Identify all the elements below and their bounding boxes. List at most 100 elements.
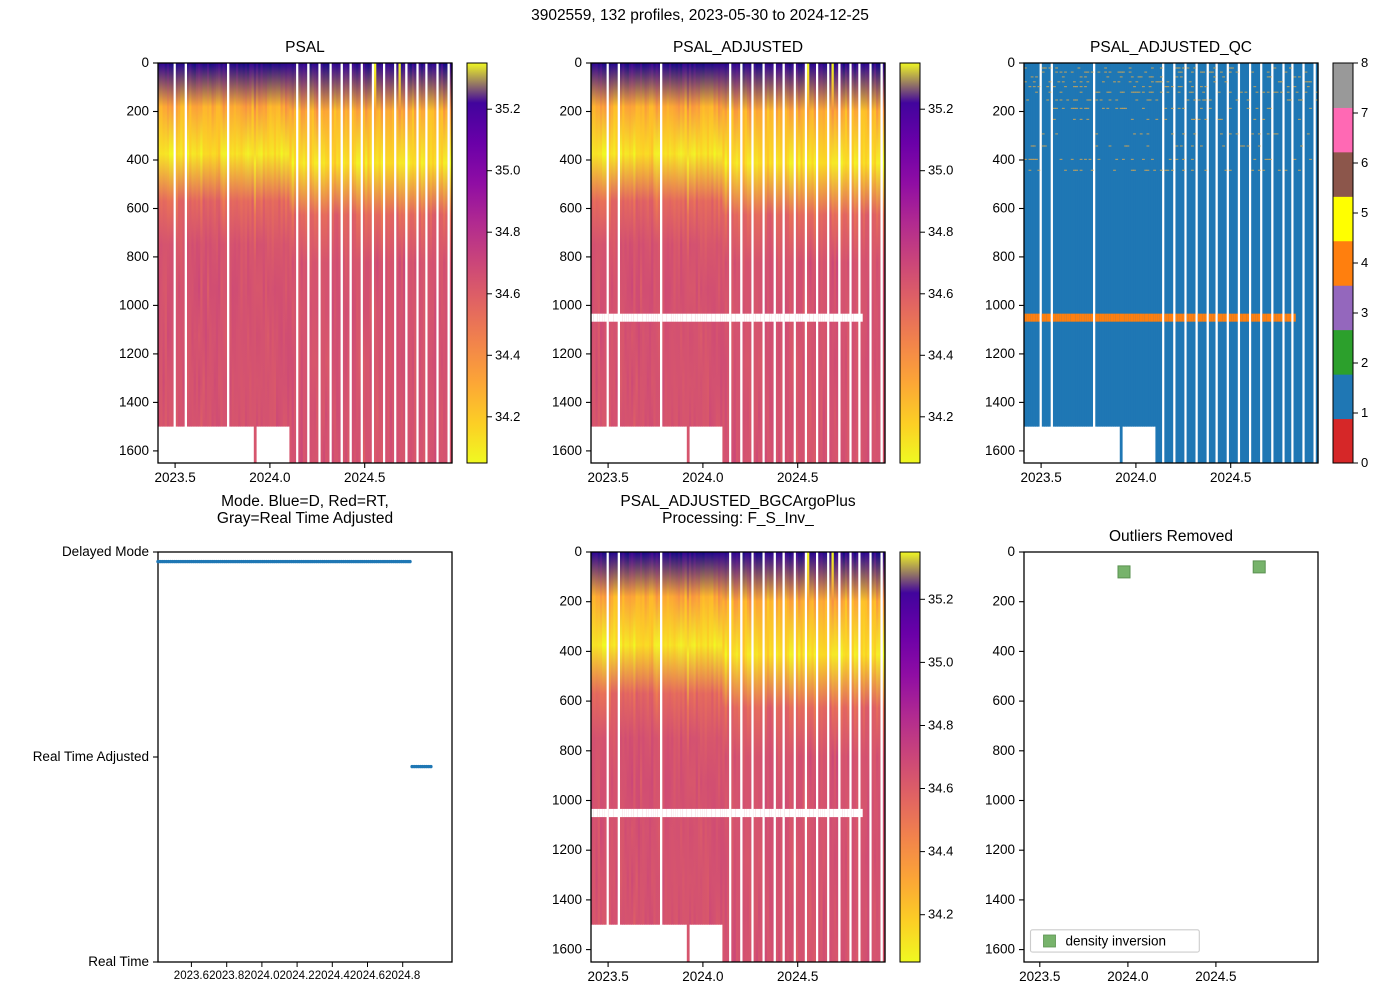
svg-text:600: 600 bbox=[559, 693, 582, 708]
svg-text:1400: 1400 bbox=[552, 892, 582, 907]
svg-text:2024.4: 2024.4 bbox=[315, 970, 351, 982]
svg-text:1200: 1200 bbox=[552, 346, 582, 361]
svg-text:34.8: 34.8 bbox=[495, 224, 520, 239]
svg-text:600: 600 bbox=[559, 201, 582, 216]
svg-text:0: 0 bbox=[574, 55, 582, 70]
svg-text:2024.5: 2024.5 bbox=[1210, 470, 1251, 485]
svg-text:35.0: 35.0 bbox=[495, 163, 520, 178]
svg-text:34.8: 34.8 bbox=[928, 718, 953, 733]
svg-text:800: 800 bbox=[559, 743, 582, 758]
svg-text:1000: 1000 bbox=[985, 297, 1015, 312]
svg-text:35.0: 35.0 bbox=[928, 654, 953, 669]
svg-text:4: 4 bbox=[1361, 255, 1368, 270]
svg-text:2024.5: 2024.5 bbox=[344, 470, 385, 485]
svg-text:1400: 1400 bbox=[985, 892, 1015, 907]
svg-text:Gray=Real Time Adjusted: Gray=Real Time Adjusted bbox=[217, 510, 393, 527]
svg-text:density inversion: density inversion bbox=[1066, 934, 1167, 949]
svg-text:2024.0: 2024.0 bbox=[682, 969, 723, 984]
svg-text:200: 200 bbox=[992, 104, 1015, 119]
svg-text:34.4: 34.4 bbox=[495, 347, 520, 362]
svg-text:Outliers Removed: Outliers Removed bbox=[1109, 528, 1233, 545]
svg-text:0: 0 bbox=[1361, 455, 1368, 470]
svg-text:200: 200 bbox=[559, 104, 582, 119]
svg-text:35.2: 35.2 bbox=[495, 101, 520, 116]
svg-text:1400: 1400 bbox=[985, 394, 1015, 409]
svg-text:3: 3 bbox=[1361, 305, 1368, 320]
svg-text:34.6: 34.6 bbox=[495, 286, 520, 301]
svg-text:1400: 1400 bbox=[552, 394, 582, 409]
svg-text:0: 0 bbox=[574, 544, 582, 559]
svg-text:1000: 1000 bbox=[985, 793, 1015, 808]
svg-text:600: 600 bbox=[992, 693, 1015, 708]
svg-text:400: 400 bbox=[559, 152, 582, 167]
svg-text:800: 800 bbox=[992, 743, 1015, 758]
svg-text:0: 0 bbox=[1007, 544, 1015, 559]
svg-text:PSAL_ADJUSTED_BGCArgoPlus: PSAL_ADJUSTED_BGCArgoPlus bbox=[620, 493, 855, 510]
svg-text:2024.0: 2024.0 bbox=[244, 970, 279, 982]
svg-text:6: 6 bbox=[1361, 155, 1368, 170]
svg-text:0: 0 bbox=[1007, 55, 1015, 70]
svg-text:1200: 1200 bbox=[119, 346, 149, 361]
svg-text:Mode. Blue=D, Red=RT,: Mode. Blue=D, Red=RT, bbox=[221, 493, 389, 510]
svg-text:2023.8: 2023.8 bbox=[209, 970, 244, 982]
svg-text:1200: 1200 bbox=[985, 842, 1015, 857]
svg-text:2023.5: 2023.5 bbox=[587, 969, 628, 984]
svg-text:7: 7 bbox=[1361, 105, 1368, 120]
svg-text:34.4: 34.4 bbox=[928, 844, 953, 859]
svg-text:PSAL_ADJUSTED: PSAL_ADJUSTED bbox=[673, 39, 803, 56]
svg-text:1000: 1000 bbox=[552, 297, 582, 312]
svg-text:800: 800 bbox=[126, 249, 149, 264]
svg-text:8: 8 bbox=[1361, 55, 1368, 70]
svg-text:PSAL: PSAL bbox=[285, 39, 325, 56]
svg-text:34.8: 34.8 bbox=[928, 224, 953, 239]
svg-text:1600: 1600 bbox=[985, 942, 1015, 957]
svg-text:0: 0 bbox=[141, 55, 149, 70]
svg-text:34.2: 34.2 bbox=[928, 409, 953, 424]
svg-text:1600: 1600 bbox=[552, 942, 582, 957]
svg-text:3902559, 132 profiles, 2023-05: 3902559, 132 profiles, 2023-05-30 to 202… bbox=[531, 7, 869, 24]
svg-text:34.6: 34.6 bbox=[928, 781, 953, 796]
svg-text:2: 2 bbox=[1361, 355, 1368, 370]
svg-text:1200: 1200 bbox=[552, 842, 582, 857]
svg-text:2023.5: 2023.5 bbox=[1020, 470, 1061, 485]
svg-text:800: 800 bbox=[992, 249, 1015, 264]
svg-text:2024.0: 2024.0 bbox=[682, 470, 723, 485]
svg-text:34.6: 34.6 bbox=[928, 286, 953, 301]
svg-text:1000: 1000 bbox=[119, 297, 149, 312]
svg-text:400: 400 bbox=[992, 152, 1015, 167]
svg-text:2024.2: 2024.2 bbox=[280, 970, 315, 982]
svg-text:1200: 1200 bbox=[985, 346, 1015, 361]
svg-text:2024.0: 2024.0 bbox=[249, 470, 290, 485]
svg-text:34.4: 34.4 bbox=[928, 347, 953, 362]
svg-text:1600: 1600 bbox=[985, 443, 1015, 458]
svg-text:35.2: 35.2 bbox=[928, 591, 953, 606]
svg-text:2023.5: 2023.5 bbox=[1019, 969, 1060, 984]
svg-text:400: 400 bbox=[126, 152, 149, 167]
svg-text:1400: 1400 bbox=[119, 394, 149, 409]
svg-text:2024.8: 2024.8 bbox=[385, 970, 420, 982]
svg-text:400: 400 bbox=[559, 643, 582, 658]
svg-text:1000: 1000 bbox=[552, 793, 582, 808]
svg-text:2023.5: 2023.5 bbox=[154, 470, 195, 485]
svg-text:2024.6: 2024.6 bbox=[350, 970, 385, 982]
svg-text:2024.5: 2024.5 bbox=[777, 470, 818, 485]
svg-text:2024.0: 2024.0 bbox=[1115, 470, 1156, 485]
svg-text:600: 600 bbox=[126, 201, 149, 216]
svg-text:34.2: 34.2 bbox=[495, 409, 520, 424]
svg-text:PSAL_ADJUSTED_QC: PSAL_ADJUSTED_QC bbox=[1090, 39, 1252, 56]
svg-text:Real Time Adjusted: Real Time Adjusted bbox=[33, 749, 149, 764]
svg-text:200: 200 bbox=[992, 594, 1015, 609]
svg-text:800: 800 bbox=[559, 249, 582, 264]
svg-text:Processing: F_S_Inv_: Processing: F_S_Inv_ bbox=[662, 510, 814, 527]
svg-text:2024.5: 2024.5 bbox=[1195, 969, 1236, 984]
svg-text:400: 400 bbox=[992, 643, 1015, 658]
svg-text:200: 200 bbox=[559, 594, 582, 609]
svg-text:Real Time: Real Time bbox=[88, 954, 149, 969]
svg-text:1600: 1600 bbox=[119, 443, 149, 458]
svg-text:34.2: 34.2 bbox=[928, 907, 953, 922]
svg-text:2024.5: 2024.5 bbox=[777, 969, 818, 984]
svg-text:2024.0: 2024.0 bbox=[1107, 969, 1148, 984]
svg-text:2023.5: 2023.5 bbox=[587, 470, 628, 485]
svg-text:35.2: 35.2 bbox=[928, 101, 953, 116]
svg-text:1: 1 bbox=[1361, 405, 1368, 420]
